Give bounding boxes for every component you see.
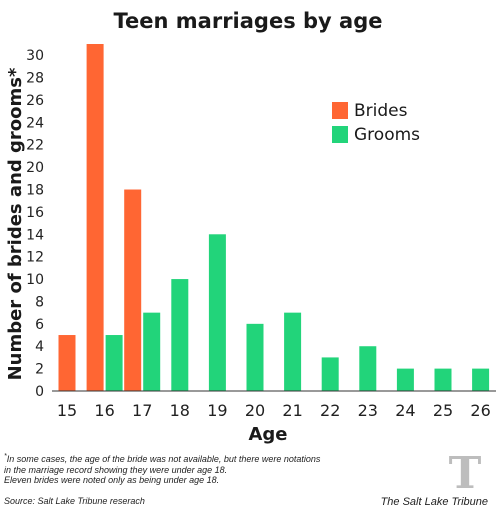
y-tick-label: 2 bbox=[35, 362, 44, 378]
tribune-logo-letter: T bbox=[449, 448, 482, 494]
bar-grooms-23 bbox=[359, 346, 377, 391]
bar-grooms-17 bbox=[143, 312, 161, 391]
x-tick-label: 23 bbox=[358, 401, 378, 420]
bar-grooms-26 bbox=[472, 368, 490, 391]
y-tick-label: 14 bbox=[26, 227, 44, 243]
y-tick-label: 18 bbox=[26, 183, 44, 199]
legend-label-brides: Brides bbox=[354, 101, 408, 121]
legend-swatch-grooms bbox=[332, 126, 348, 143]
x-tick-label: 17 bbox=[132, 401, 152, 420]
y-tick-label: 28 bbox=[26, 71, 44, 87]
x-tick-label: 16 bbox=[94, 401, 114, 420]
legend-label-grooms: Grooms bbox=[354, 125, 420, 145]
bar-grooms-20 bbox=[246, 323, 264, 391]
chart-title: Teen marriages by age bbox=[114, 9, 383, 33]
y-tick-label: 4 bbox=[35, 339, 44, 355]
x-axis-ticks: 15 16 17 18 19 20 21 22 23 24 25 26 bbox=[57, 401, 491, 420]
bar-grooms-16 bbox=[105, 335, 123, 391]
bar-grooms-24 bbox=[396, 368, 414, 391]
y-tick-label: 6 bbox=[35, 317, 44, 333]
footnote-marker: * bbox=[4, 453, 7, 460]
bar-brides-16 bbox=[86, 44, 104, 391]
bar-grooms-25 bbox=[434, 368, 452, 391]
bar-grooms-21 bbox=[284, 312, 302, 391]
legend-swatch-brides bbox=[332, 102, 348, 119]
y-tick-label: 8 bbox=[35, 294, 44, 310]
footnote-line-1: *In some cases, the age of the bride was… bbox=[4, 452, 364, 465]
bar-grooms-22 bbox=[321, 357, 339, 391]
y-tick-label: 10 bbox=[26, 272, 44, 288]
y-tick-label: 24 bbox=[26, 115, 44, 131]
x-tick-label: 20 bbox=[245, 401, 265, 420]
bar-brides-17 bbox=[124, 189, 142, 391]
y-axis-label: Number of brides and grooms* bbox=[5, 67, 26, 380]
x-tick-label: 21 bbox=[282, 401, 302, 420]
y-tick-label: 12 bbox=[26, 250, 44, 266]
x-tick-label: 19 bbox=[207, 401, 227, 420]
publisher-name: The Salt Lake Tribune bbox=[380, 496, 488, 508]
footnote-line-3: Eleven brides were noted only as being u… bbox=[4, 475, 220, 485]
x-tick-label: 26 bbox=[470, 401, 490, 420]
x-tick-label: 18 bbox=[170, 401, 190, 420]
y-tick-label: 26 bbox=[26, 93, 44, 109]
y-tick-label: 0 bbox=[35, 384, 44, 400]
footnote-line-2: in the marriage record showing they were… bbox=[4, 464, 228, 475]
bar-brides-15 bbox=[58, 335, 76, 391]
x-tick-label: 24 bbox=[395, 401, 415, 420]
x-tick-label: 22 bbox=[320, 401, 340, 420]
x-tick-label: 15 bbox=[57, 401, 77, 420]
bar-grooms-18 bbox=[171, 279, 189, 391]
x-tick-label: 25 bbox=[433, 401, 453, 420]
source-note: Source: Salt Lake Tribune reserach bbox=[4, 496, 145, 506]
y-tick-label: 16 bbox=[26, 205, 44, 221]
y-tick-label: 22 bbox=[26, 138, 44, 154]
x-axis-label: Age bbox=[248, 424, 287, 445]
bar-grooms-19 bbox=[208, 234, 226, 391]
footnote-line-1-text: In some cases, the age of the bride was … bbox=[6, 454, 321, 464]
footnote: *In some cases, the age of the bride was… bbox=[4, 452, 364, 486]
tribune-logo-icon: T bbox=[449, 448, 482, 494]
legend: Brides Grooms bbox=[332, 101, 420, 145]
y-tick-label: 30 bbox=[26, 48, 44, 64]
y-tick-label: 20 bbox=[26, 160, 44, 176]
bars bbox=[58, 44, 490, 391]
